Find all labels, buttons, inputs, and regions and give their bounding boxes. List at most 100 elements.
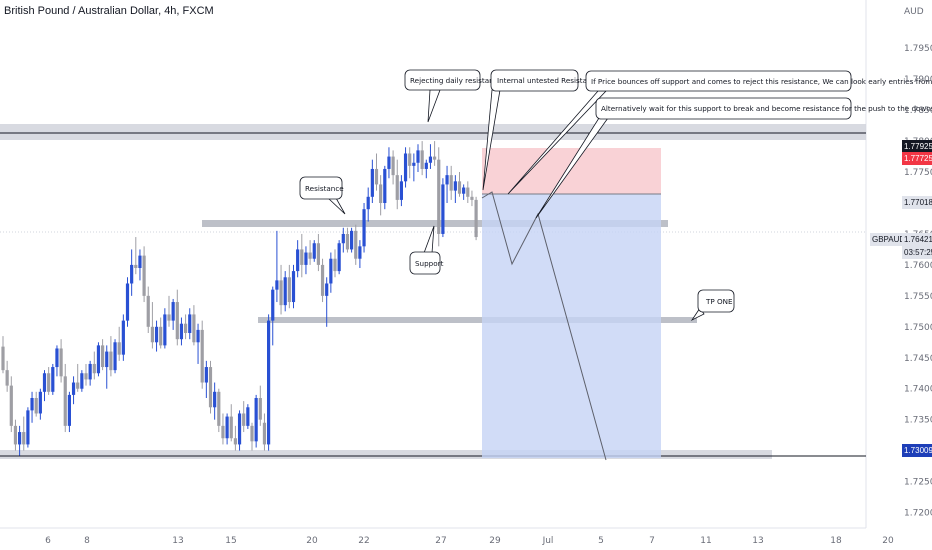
candle-body: [76, 382, 80, 389]
stop-loss-area: [482, 148, 661, 194]
x-tick-label: 5: [598, 536, 604, 546]
candle-body: [320, 264, 325, 296]
candle-body: [250, 425, 254, 442]
candle-body: [9, 385, 13, 426]
candle-body: [5, 370, 9, 386]
candle-body: [188, 314, 192, 333]
candle-body: [403, 153, 408, 182]
candle-body: [345, 233, 350, 250]
price-tag: 1.77725: [902, 152, 932, 166]
candle-body: [387, 156, 391, 169]
candle-body: [374, 168, 379, 185]
x-tick-label: 18: [830, 536, 842, 546]
candle-body: [113, 342, 117, 371]
candle-body: [300, 249, 304, 265]
x-tick-label: 29: [489, 536, 501, 546]
candle-body: [208, 367, 213, 408]
candle-body: [420, 150, 424, 169]
candle-body: [291, 271, 296, 303]
chart-title: British Pound / Australian Dollar, 4h, F…: [4, 5, 214, 17]
candle-body: [237, 413, 242, 445]
candles-layer: [1, 141, 478, 456]
candle-body: [225, 416, 229, 439]
candle-body: [370, 168, 374, 197]
candle-body: [26, 410, 30, 445]
y-tick-label: 1.77500: [904, 168, 932, 178]
short-position-tool[interactable]: [482, 148, 661, 458]
candle-body: [213, 391, 217, 408]
y-tick-label: 1.79500: [904, 44, 932, 54]
candle-body: [325, 283, 329, 296]
candle-body: [71, 382, 76, 395]
candle-body: [242, 413, 246, 426]
candle-body: [312, 243, 316, 259]
y-tick-label: 1.75500: [904, 292, 932, 302]
y-tick-label: 1.78500: [904, 106, 932, 116]
x-tick-label: 22: [358, 536, 369, 546]
candle-body: [412, 162, 416, 166]
price-tag: 1.77925: [902, 139, 932, 153]
callout-tp: [697, 289, 735, 313]
candle-body: [109, 351, 113, 371]
candle-body: [63, 376, 67, 426]
callout-text-rejecting: Rejecting daily resistance: [410, 76, 503, 85]
candle-body: [267, 320, 271, 445]
candle-body: [163, 314, 167, 346]
candle-body: [117, 342, 121, 355]
callout-text-internal: Internal untested Resistance: [497, 76, 600, 85]
candle-body: [379, 184, 383, 203]
candle-body: [125, 283, 130, 321]
candle-body: [329, 258, 333, 284]
candle-body: [121, 320, 125, 355]
callout-internal: [490, 69, 579, 92]
candle-body: [304, 252, 308, 265]
callout-alternative: [595, 97, 852, 120]
candle-body: [341, 233, 345, 244]
candle-body: [416, 150, 420, 163]
candle-body: [30, 398, 34, 411]
x-tick-label: Jul: [542, 536, 554, 546]
x-tick-label: 8: [84, 536, 90, 546]
candle-body: [184, 323, 188, 333]
price-tag: 1.76421: [902, 232, 932, 246]
candle-body: [433, 156, 437, 160]
candle-body: [42, 373, 47, 392]
symbol-tag: GBPAUD: [870, 232, 906, 246]
candle-body: [283, 277, 287, 306]
candle-body: [80, 373, 84, 389]
y-tick-label: 1.72000: [904, 509, 932, 519]
callout-text-support: Support: [415, 259, 444, 268]
y-tick-label: 1.74000: [904, 385, 932, 395]
candle-body: [233, 438, 237, 445]
candle-body: [350, 230, 354, 250]
candle-body: [428, 156, 433, 163]
candle-body: [34, 398, 38, 414]
candle-body: [470, 196, 474, 200]
candle-body: [408, 153, 412, 166]
candle-body: [142, 255, 146, 296]
callout-text-bounce: If Price bounces off support and comes t…: [591, 77, 932, 86]
candle-body: [192, 314, 196, 343]
x-tick-label: 20: [306, 536, 318, 546]
candle-body: [395, 175, 399, 200]
candle-body: [296, 249, 300, 272]
candle-body: [275, 280, 279, 290]
candle-body: [84, 373, 88, 380]
time-axis[interactable]: 6 8 13 15 20 22 27 29 Jul 5 7 11 13 18 20: [45, 536, 894, 546]
take-profit-area: [482, 194, 661, 458]
x-tick-label: 20: [882, 536, 894, 546]
y-tick-label: 1.79000: [904, 75, 932, 85]
candle-body: [437, 159, 441, 234]
candle-body: [308, 252, 312, 259]
candle-body: [474, 199, 478, 238]
price-tag: 1.73009: [902, 444, 932, 458]
candle-body: [462, 187, 466, 194]
candle-body: [167, 314, 171, 321]
x-tick-label: 13: [172, 536, 183, 546]
candle-body: [55, 348, 59, 368]
y-tick-label: 1.75000: [904, 323, 932, 333]
candle-body: [441, 184, 445, 234]
y-tick-label: 1.72500: [904, 478, 932, 488]
candle-body: [383, 168, 387, 203]
